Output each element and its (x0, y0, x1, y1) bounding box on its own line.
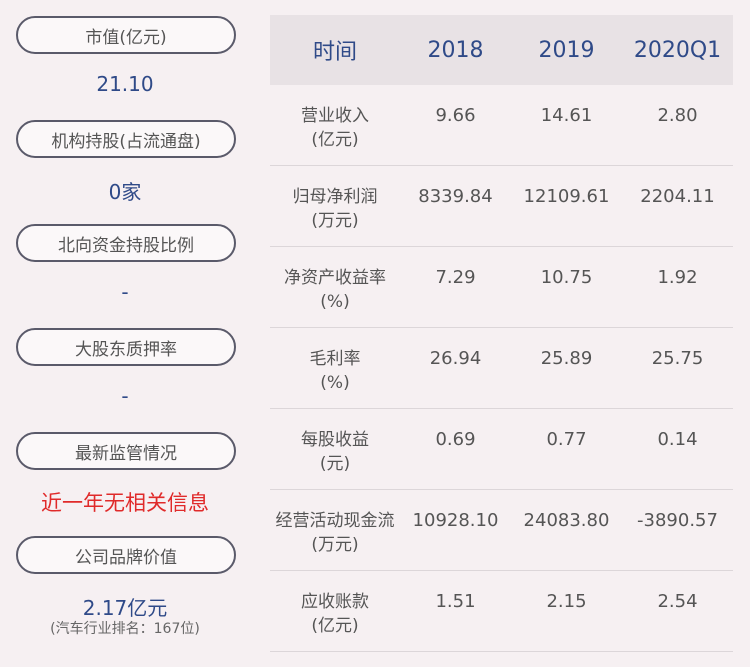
table-cell: 14.61 (540, 105, 593, 126)
header-2018: 2018 (427, 37, 484, 63)
table-cell: 24083.80 (523, 510, 610, 531)
table-cell: 7.29 (435, 267, 476, 288)
brand-value-value: 2.17亿元 (82, 596, 168, 620)
left-panel: 市值(亿元) 21.10 机构持股(占流通盘) 0家 北向资金持股比例 - 大股… (0, 0, 250, 667)
table-cell: 2.54 (657, 591, 698, 612)
table-row: 归母净利润 (万元) 8339.84 12109.61 2204.11 (270, 166, 733, 247)
header-2019: 2019 (538, 37, 595, 63)
table-cell: 2.15 (546, 591, 587, 612)
table-row: 经营活动现金流 (万元) 10928.10 24083.80 -3890.57 (270, 490, 733, 571)
regulatory-status-label: 最新监管情况 (16, 432, 236, 470)
table-cell: 10.75 (540, 267, 593, 288)
row-label: 净资产收益率 (%) (284, 268, 386, 312)
financial-table: 时间 2018 2019 2020Q1 营业收入 (亿元) 9.66 14.61 … (270, 15, 733, 652)
table-cell: 9.66 (435, 105, 476, 126)
brand-value-label: 公司品牌价值 (16, 536, 236, 574)
table-cell: 10928.10 (412, 510, 499, 531)
northbound-ratio-label: 北向资金持股比例 (16, 224, 236, 262)
northbound-ratio-value: - (121, 280, 129, 304)
table-cell: 25.75 (651, 348, 704, 369)
table-cell: 1.51 (435, 591, 476, 612)
table-cell: 12109.61 (523, 186, 610, 207)
table-cell: 0.69 (435, 429, 476, 450)
table-row: 每股收益 (元) 0.69 0.77 0.14 (270, 409, 733, 490)
table-row: 应收账款 (亿元) 1.51 2.15 2.54 (270, 571, 733, 652)
institutional-holding-label: 机构持股(占流通盘) (16, 120, 236, 158)
table-cell: 25.89 (540, 348, 593, 369)
brand-rank-note: (汽车行业排名：167位) (50, 621, 200, 637)
row-label: 每股收益 (元) (301, 430, 369, 474)
table-cell: -3890.57 (637, 510, 718, 531)
table-header: 时间 2018 2019 2020Q1 (270, 15, 733, 85)
row-label: 应收账款 (亿元) (301, 592, 369, 636)
table-cell: 2204.11 (640, 186, 715, 207)
regulatory-status-value: 近一年无相关信息 (41, 491, 209, 515)
table-row: 净资产收益率 (%) 7.29 10.75 1.92 (270, 247, 733, 328)
table-row: 毛利率 (%) 26.94 25.89 25.75 (270, 328, 733, 409)
header-period: 时间 (312, 40, 357, 65)
row-label: 经营活动现金流 (万元) (275, 511, 395, 555)
market-cap-value: 21.10 (96, 72, 154, 96)
row-label: 毛利率 (%) (309, 349, 361, 393)
header-2020q1: 2020Q1 (633, 37, 722, 63)
table-row: 营业收入 (亿元) 9.66 14.61 2.80 (270, 85, 733, 166)
table-cell: 0.14 (657, 429, 698, 450)
row-label: 归母净利润 (万元) (292, 187, 378, 231)
institutional-holding-value: 0家 (108, 180, 142, 204)
table-cell: 2.80 (657, 105, 698, 126)
table-cell: 0.77 (546, 429, 587, 450)
market-cap-label: 市值(亿元) (16, 16, 236, 54)
pledge-rate-label: 大股东质押率 (16, 328, 236, 366)
table-cell: 1.92 (657, 267, 698, 288)
table-cell: 26.94 (429, 348, 482, 369)
pledge-rate-value: - (121, 384, 129, 408)
table-cell: 8339.84 (418, 186, 493, 207)
row-label: 营业收入 (亿元) (301, 106, 369, 150)
